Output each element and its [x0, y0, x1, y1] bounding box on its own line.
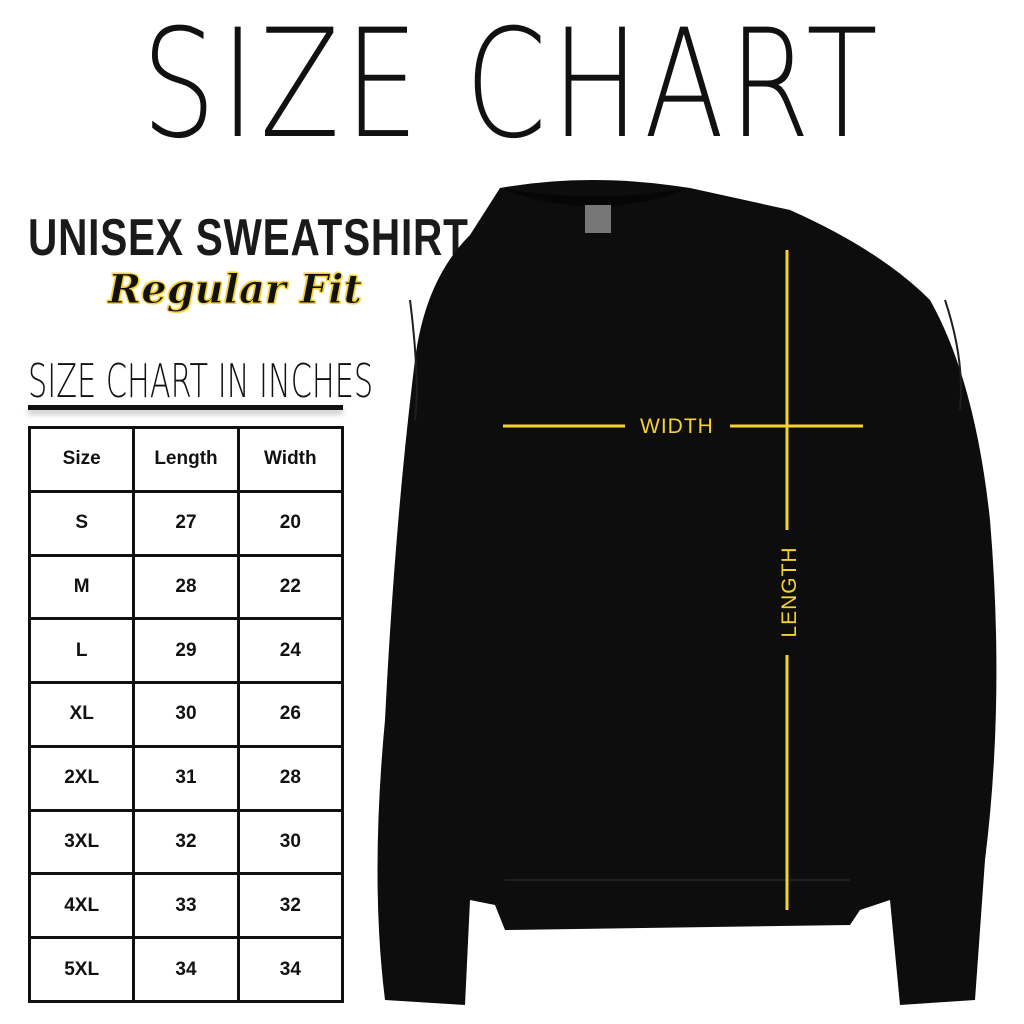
table-cell: 28 [236, 744, 345, 812]
table-cell: 24 [236, 617, 345, 685]
header-cell: Width [236, 426, 345, 493]
table-cell: 32 [236, 872, 345, 940]
size-table: Size Length Width S 27 20 M 28 22 L 29 24 XL 30 26 2XL 3… [27, 426, 345, 1003]
table-row: 2XL 31 28 [27, 744, 345, 812]
collar [500, 188, 690, 207]
table-cell: 28 [132, 553, 240, 621]
table-row: 4XL 33 32 [27, 872, 345, 940]
table-cell: 34 [236, 936, 345, 1003]
table-cell: 5XL [27, 936, 136, 1003]
sweatshirt-body [377, 180, 997, 1005]
table-cell: 33 [132, 872, 240, 940]
table-cell: 20 [236, 489, 345, 557]
table-cell: 34 [132, 936, 240, 1003]
table-row: S 27 20 [27, 489, 345, 557]
table-cell: 32 [132, 808, 240, 876]
table-cell: 2XL [27, 744, 136, 812]
table-row: M 28 22 [27, 553, 345, 621]
width-label: WIDTH [640, 415, 714, 438]
table-cell: S [27, 489, 136, 557]
table-cell: 26 [236, 681, 345, 748]
table-cell: 4XL [27, 872, 136, 940]
table-title: SIZE CHART IN INCHES [28, 354, 374, 408]
length-label: LENGTH [778, 546, 801, 638]
table-cell: 3XL [27, 808, 136, 876]
product-name: UNISEX SWEATSHIRT [28, 209, 469, 267]
neck-tag [585, 205, 611, 233]
table-row: XL 30 26 [27, 681, 345, 748]
page-title: SIZE CHART [141, 0, 883, 172]
table-row: L 29 24 [27, 617, 345, 685]
table-cell: M [27, 553, 136, 621]
table-cell: 27 [132, 489, 240, 557]
seam [409, 299, 962, 881]
table-cell: 30 [132, 681, 240, 748]
header-cell: Length [132, 426, 240, 493]
table-cell: 22 [236, 553, 345, 621]
fit-label: Regular Fit [108, 266, 363, 313]
table-cell: L [27, 617, 136, 685]
table-row: 3XL 32 30 [27, 808, 345, 876]
table-cell: 30 [236, 808, 345, 876]
header-cell: Size [27, 426, 136, 493]
table-row: 5XL 34 34 [27, 936, 345, 1003]
table-header-row: Size Length Width [27, 426, 345, 493]
divider [28, 405, 343, 410]
table-cell: 29 [132, 617, 240, 685]
table-cell: XL [27, 681, 136, 748]
table-cell: 31 [132, 744, 240, 812]
